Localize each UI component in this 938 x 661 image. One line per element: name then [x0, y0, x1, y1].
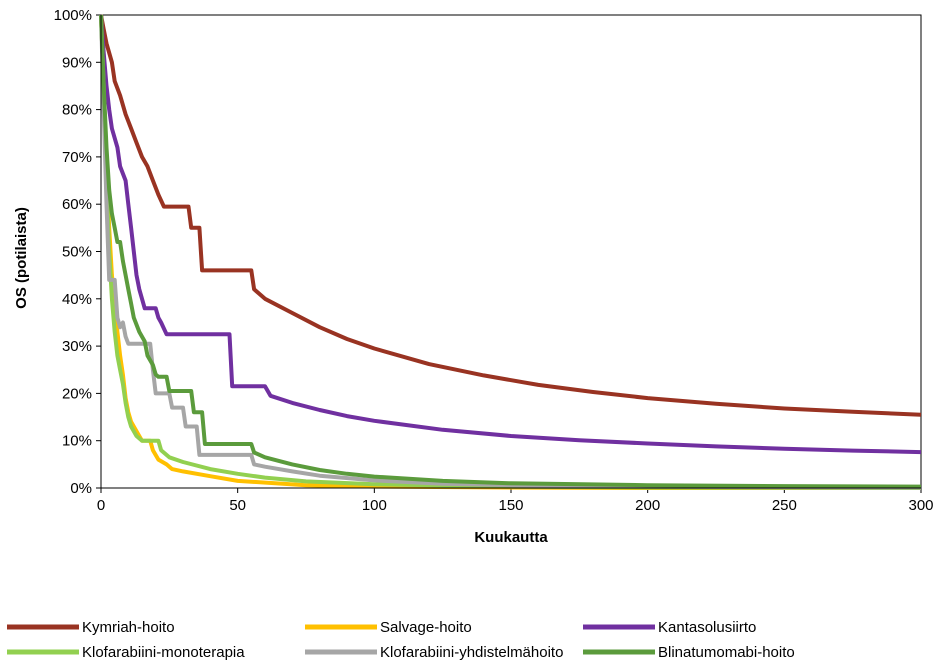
x-tick-label: 250	[772, 497, 797, 514]
y-tick-label: 10%	[62, 433, 92, 450]
y-tick-label: 20%	[62, 385, 92, 402]
series-line-4	[99, 14, 922, 490]
legend-label: Salvage-hoito	[380, 619, 472, 636]
x-tick-label: 150	[498, 497, 523, 514]
y-axis-title: OS (potilaista)	[13, 207, 30, 309]
series-line-3	[99, 14, 922, 455]
series-line-6	[99, 14, 922, 489]
y-tick-label: 100%	[54, 7, 92, 24]
x-tick-label: 0	[97, 497, 105, 514]
y-axis-ticks: 0% 10% 20% 30% 40% 50% 60% 70% 80% 90% 100%	[54, 7, 101, 497]
y-tick-label: 80%	[62, 102, 92, 119]
y-tick-label: 90%	[62, 54, 92, 71]
x-tick-label: 300	[908, 497, 933, 514]
x-axis-ticks: 0 50 100 150 200 250 300	[97, 488, 934, 514]
plot-area	[100, 14, 922, 489]
legend: Kymriah-hoito Salvage-hoito Kantasolusiirt…	[7, 619, 795, 661]
series-line-1	[99, 14, 922, 417]
y-tick-label: 60%	[62, 196, 92, 213]
y-tick-label: 0%	[70, 480, 92, 497]
x-axis-title: Kuukautta	[474, 529, 548, 546]
x-tick-label: 50	[229, 497, 246, 514]
y-tick-label: 70%	[62, 149, 92, 166]
y-tick-label: 40%	[62, 291, 92, 308]
x-tick-label: 200	[635, 497, 660, 514]
x-tick-label: 100	[362, 497, 387, 514]
legend-label: Klofarabiini-monoterapia	[82, 644, 245, 661]
series-line-5	[99, 14, 922, 490]
legend-label: Klofarabiini-yhdistelmähoito	[380, 644, 563, 661]
legend-label: Kymriah-hoito	[82, 619, 175, 636]
y-tick-label: 50%	[62, 244, 92, 261]
y-tick-label: 30%	[62, 338, 92, 355]
series-lines	[99, 14, 922, 490]
legend-label: Kantasolusiirto	[658, 619, 756, 636]
legend-label: Blinatumomabi-hoito	[658, 644, 795, 661]
